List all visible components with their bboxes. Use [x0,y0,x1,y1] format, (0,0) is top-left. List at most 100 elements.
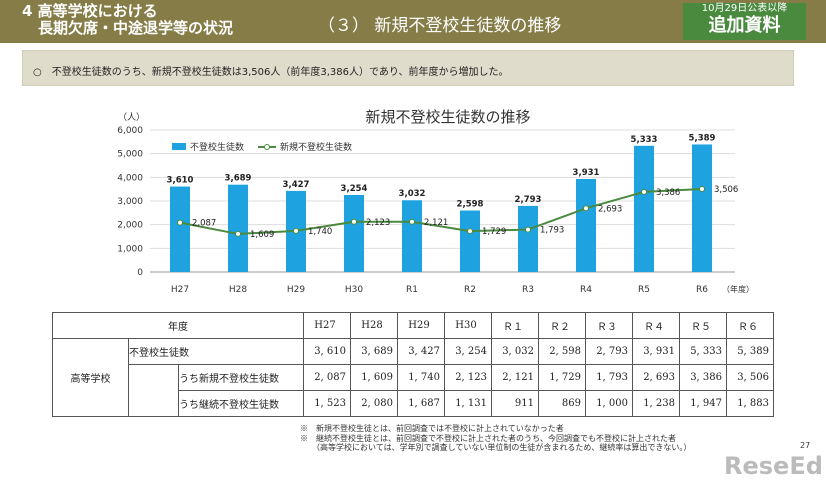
bar-data-label: 3,032 [399,189,426,199]
footnote: ※ 継続不登校生徒とは、前回調査で不登校に計上された者のうち、今回調査でも不登校… [300,433,676,443]
line-point [351,218,357,225]
line-data-label: 1,729 [482,227,506,237]
line-data-label: 2,123 [366,218,390,228]
line-data-label: 2,121 [424,218,448,228]
line-point [699,186,705,193]
table-cell: 3, 610 [303,338,351,365]
row-label: うち新規不登校生徒数 [178,364,304,391]
page-number: 27 [800,441,811,450]
table-cell: 5, 389 [726,338,774,365]
line-data-label: 3,386 [656,188,680,198]
bar-data-label: 2,793 [515,195,542,205]
bar-data-label: 3,254 [341,184,368,194]
table-cell: 3, 931 [632,338,680,365]
line-data-label: 1,793 [540,226,564,236]
line-point [177,219,183,226]
year-header-cell: Ｒ１ [491,312,539,339]
footnote: ※ 新規不登校生徒とは、前回調査では不登校に計上されていなかった者 [300,424,564,433]
y-tick-label: 3,000 [117,197,143,207]
table-cell: 2, 080 [350,390,398,417]
x-tick-label: H27 [171,285,189,295]
line-point [583,205,589,212]
x-tick-label: R2 [464,285,476,295]
table-cell: 1, 238 [632,390,680,417]
line-point [467,228,473,235]
y-tick-label: 2,000 [117,221,143,231]
line-point [525,226,531,233]
table-cell: 3, 427 [397,338,445,365]
line-data-label: 2,693 [598,204,622,214]
bar [576,178,596,272]
x-tick-label: H29 [287,285,305,295]
x-tick-label: R1 [406,285,418,295]
data-table: 年度 H27 H28 H29 H30 Ｒ１ Ｒ２ Ｒ３ Ｒ４ Ｒ５ Ｒ６ 高等学校 不登校生徒数 3, … [52,312,774,417]
bar-data-label: 3,689 [225,174,252,184]
table-row: うち継続不登校生徒数 1, 523 2, 080 1, 687 1, 131 911 869… [53,390,774,417]
summary-note: ○ 不登校生徒数のうち、新規不登校生徒数は3,506人（前年度3,386人）であ… [22,50,794,86]
x-tick-label: H30 [345,285,363,295]
bar [460,210,480,272]
bar-data-label: 5,333 [631,135,658,145]
row-label: うち継続不登校生徒数 [178,390,304,417]
line-point [293,227,299,234]
x-tick-label: R4 [580,285,592,295]
table-cell: 2, 693 [632,364,680,391]
table-cell: 2, 121 [491,364,539,391]
line-data-label: 2,087 [192,219,216,229]
table-header-row: 年度 H27 H28 H29 H30 Ｒ１ Ｒ２ Ｒ３ Ｒ４ Ｒ５ Ｒ６ [52,312,774,339]
table-cell: 1, 523 [303,390,351,417]
bar-data-label: 3,931 [573,168,600,178]
table-row: 高等学校 不登校生徒数 3, 610 3, 689 3, 427 3, 254 3, 032… [52,338,774,417]
table-cell: 1, 687 [397,390,445,417]
group-label: 高等学校 [52,338,129,417]
bar [228,184,248,272]
x-tick-label: R6 [696,285,708,295]
badge-label: 追加資料 [708,15,781,36]
bar [344,194,364,272]
table-cell: 2, 793 [585,338,633,365]
section-title-line1: 4 高等学校における [22,2,158,20]
chart-title: 新規不登校生徒数の推移 [365,108,530,126]
bar [170,186,190,272]
table-cell: 1, 740 [397,364,445,391]
year-header-cell: Ｒ２ [538,312,586,339]
line-point [641,188,647,195]
table-cell: 2, 123 [444,364,492,391]
y-tick-label: 1,000 [117,244,143,254]
table-cell: 1, 947 [679,390,727,417]
table-cell: 1, 729 [538,364,586,391]
legend-line-label: 新規不登校生徒数 [280,141,352,153]
table-cell: 1, 883 [726,390,774,417]
line-point [409,218,415,225]
resed-logo: ReseEd [724,452,823,480]
table-cell: 3, 032 [491,338,539,365]
subtitle: （３） 新規不登校生徒数の推移 [318,16,562,36]
y-axis-label: （人） [118,112,145,123]
legend-bar-swatch [172,143,186,150]
y-tick-label: 5,000 [117,150,143,160]
row-label: 不登校生徒数 [128,338,304,365]
year-header-cell: Ｒ６ [726,312,774,339]
table-cell: 1, 131 [444,390,492,417]
table-cell: 5, 333 [679,338,727,365]
table-cell: 1, 793 [585,364,633,391]
bar [402,200,422,272]
table-cell: 3, 689 [350,338,398,365]
table-cell: 3, 254 [444,338,492,365]
table-cell: 1, 609 [350,364,398,391]
badge-date: 10月29日公表以降 [701,3,788,14]
year-header: 年度 [52,312,304,339]
year-header-cell: H30 [444,312,492,339]
spacer-cell [128,364,179,417]
section-title-line2: 長期欠席・中途退学等の状況 [38,19,234,37]
legend-line-marker [264,144,270,150]
line-point [235,230,241,237]
section-title: 4 高等学校における 長期欠席・中途退学等の状況 [22,3,233,37]
table-cell: 2, 087 [303,364,351,391]
y-tick-label: 6,000 [117,126,143,136]
table-cell: 3, 506 [726,364,774,391]
line-data-label: 1,740 [308,227,332,237]
legend-bar-label: 不登校生徒数 [190,141,244,153]
bar [692,144,712,272]
line-series [179,188,703,235]
